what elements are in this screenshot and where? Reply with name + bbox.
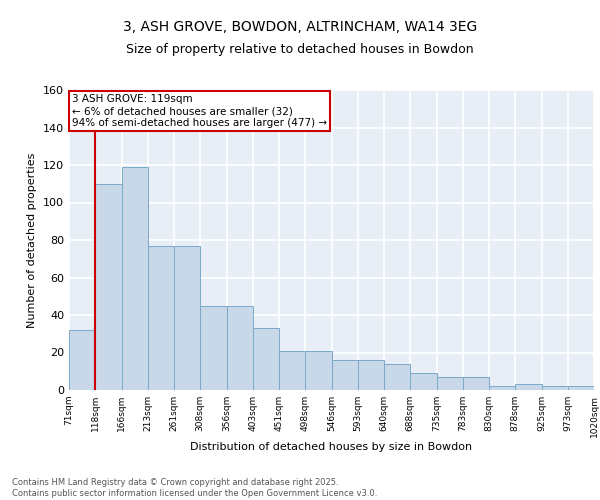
Bar [174,246,200,390]
Bar [489,386,515,390]
Bar [410,373,437,390]
Bar [305,350,331,390]
Bar [69,330,95,390]
Bar [437,377,463,390]
X-axis label: Distribution of detached houses by size in Bowdon: Distribution of detached houses by size … [190,442,473,452]
Bar [148,246,174,390]
Text: Size of property relative to detached houses in Bowdon: Size of property relative to detached ho… [126,42,474,56]
Text: 3 ASH GROVE: 119sqm
← 6% of detached houses are smaller (32)
94% of semi-detache: 3 ASH GROVE: 119sqm ← 6% of detached hou… [71,94,327,128]
Bar [515,384,542,390]
Bar [95,184,121,390]
Bar [463,377,489,390]
Bar [358,360,384,390]
Bar [200,306,227,390]
Bar [384,364,410,390]
Bar [279,350,305,390]
Bar [542,386,568,390]
Bar [227,306,253,390]
Y-axis label: Number of detached properties: Number of detached properties [28,152,37,328]
Bar [568,386,594,390]
Text: 3, ASH GROVE, BOWDON, ALTRINCHAM, WA14 3EG: 3, ASH GROVE, BOWDON, ALTRINCHAM, WA14 3… [123,20,477,34]
Bar [253,328,279,390]
Bar [331,360,358,390]
Text: Contains HM Land Registry data © Crown copyright and database right 2025.
Contai: Contains HM Land Registry data © Crown c… [12,478,377,498]
Bar [121,167,148,390]
